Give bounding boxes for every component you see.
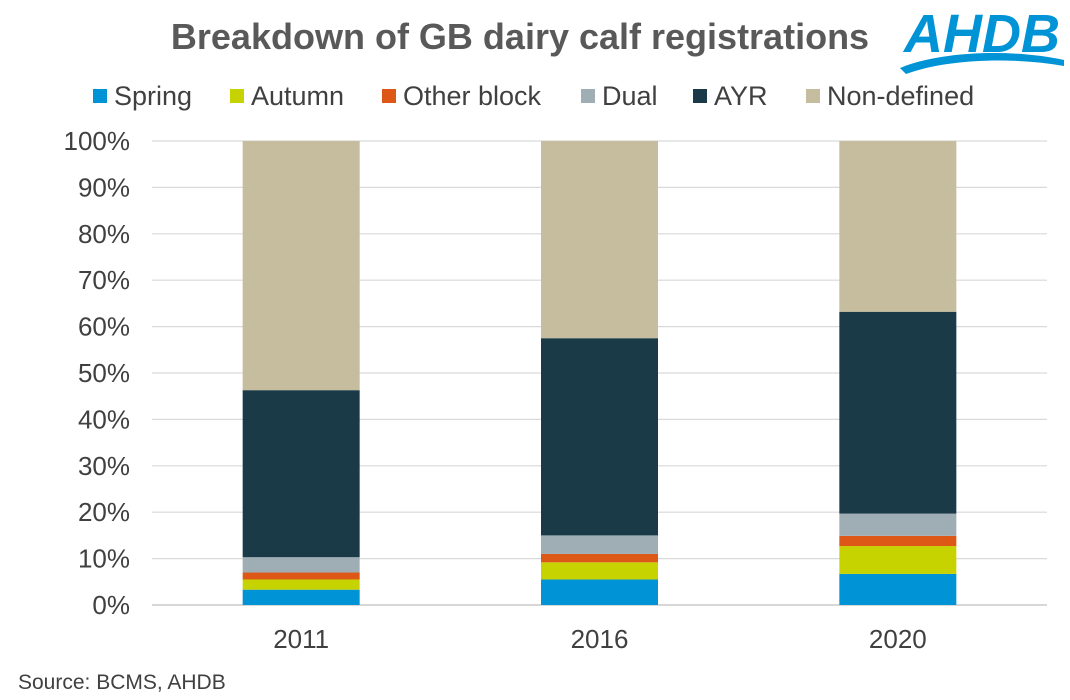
legend-label: AYR xyxy=(714,81,768,111)
y-tick-label: 0% xyxy=(92,590,130,620)
legend-swatch-dual xyxy=(581,89,595,103)
bar-segment-dual-2020 xyxy=(839,513,957,536)
bar-segment-ayr-2016 xyxy=(541,338,658,536)
bar-segment-autumn-2020 xyxy=(839,546,957,574)
legend-label: Non-defined xyxy=(827,81,974,111)
x-tick-label: 2016 xyxy=(571,624,629,654)
bar-segment-non-defined-2016 xyxy=(541,141,658,339)
bar-segment-spring-2020 xyxy=(839,573,957,605)
bar-segment-non-defined-2020 xyxy=(839,141,957,312)
legend-label: Other block xyxy=(403,81,542,111)
y-tick-label: 50% xyxy=(78,358,130,388)
x-axis: 2011 2016 2020 xyxy=(273,624,927,654)
y-tick-label: 30% xyxy=(78,451,130,481)
bar-segment-other-block-2016 xyxy=(541,553,658,563)
bar-segment-ayr-2020 xyxy=(839,311,957,514)
bars xyxy=(242,141,957,605)
logo-wave-icon xyxy=(900,53,1064,74)
bar-segment-autumn-2011 xyxy=(242,579,360,590)
y-axis: 0% 10% 20% 30% 40% 50% 60% 70% 80% 90% 100% xyxy=(64,126,131,620)
bar-segment-other-block-2020 xyxy=(839,535,957,547)
bar-segment-spring-2016 xyxy=(541,579,658,605)
legend-label: Spring xyxy=(114,81,192,111)
bar-segment-autumn-2016 xyxy=(541,562,658,580)
y-tick-label: 10% xyxy=(78,544,130,574)
x-tick-label: 2020 xyxy=(869,624,927,654)
bar-segment-dual-2016 xyxy=(541,535,658,554)
bar-segment-other-block-2011 xyxy=(242,572,360,580)
y-tick-label: 80% xyxy=(78,219,130,249)
legend-swatch-autumn xyxy=(230,89,244,103)
y-tick-label: 70% xyxy=(78,265,130,295)
legend-swatch-other-block xyxy=(382,89,396,103)
legend-label: Autumn xyxy=(251,81,344,111)
x-tick-label: 2011 xyxy=(273,624,329,654)
legend-swatch-spring xyxy=(93,89,107,103)
source-note: Source: BCMS, AHDB xyxy=(18,671,226,694)
ahdb-logo: AHDB xyxy=(900,4,1064,74)
legend: Spring Autumn Other block Dual AYR Non-define… xyxy=(93,81,974,111)
bar-segment-non-defined-2011 xyxy=(242,141,360,391)
y-tick-label: 90% xyxy=(78,172,130,202)
y-tick-label: 40% xyxy=(78,404,130,434)
chart-title: Breakdown of GB dairy calf registrations xyxy=(170,16,870,57)
bar-segment-dual-2011 xyxy=(242,557,360,573)
legend-swatch-ayr xyxy=(693,89,707,103)
y-tick-label: 100% xyxy=(64,126,131,156)
legend-label: Dual xyxy=(602,81,658,111)
y-tick-label: 20% xyxy=(78,497,130,527)
bar-segment-spring-2011 xyxy=(242,589,360,605)
bar-segment-ayr-2011 xyxy=(242,390,360,558)
y-tick-label: 60% xyxy=(78,312,130,342)
legend-swatch-non-defined xyxy=(806,89,820,103)
